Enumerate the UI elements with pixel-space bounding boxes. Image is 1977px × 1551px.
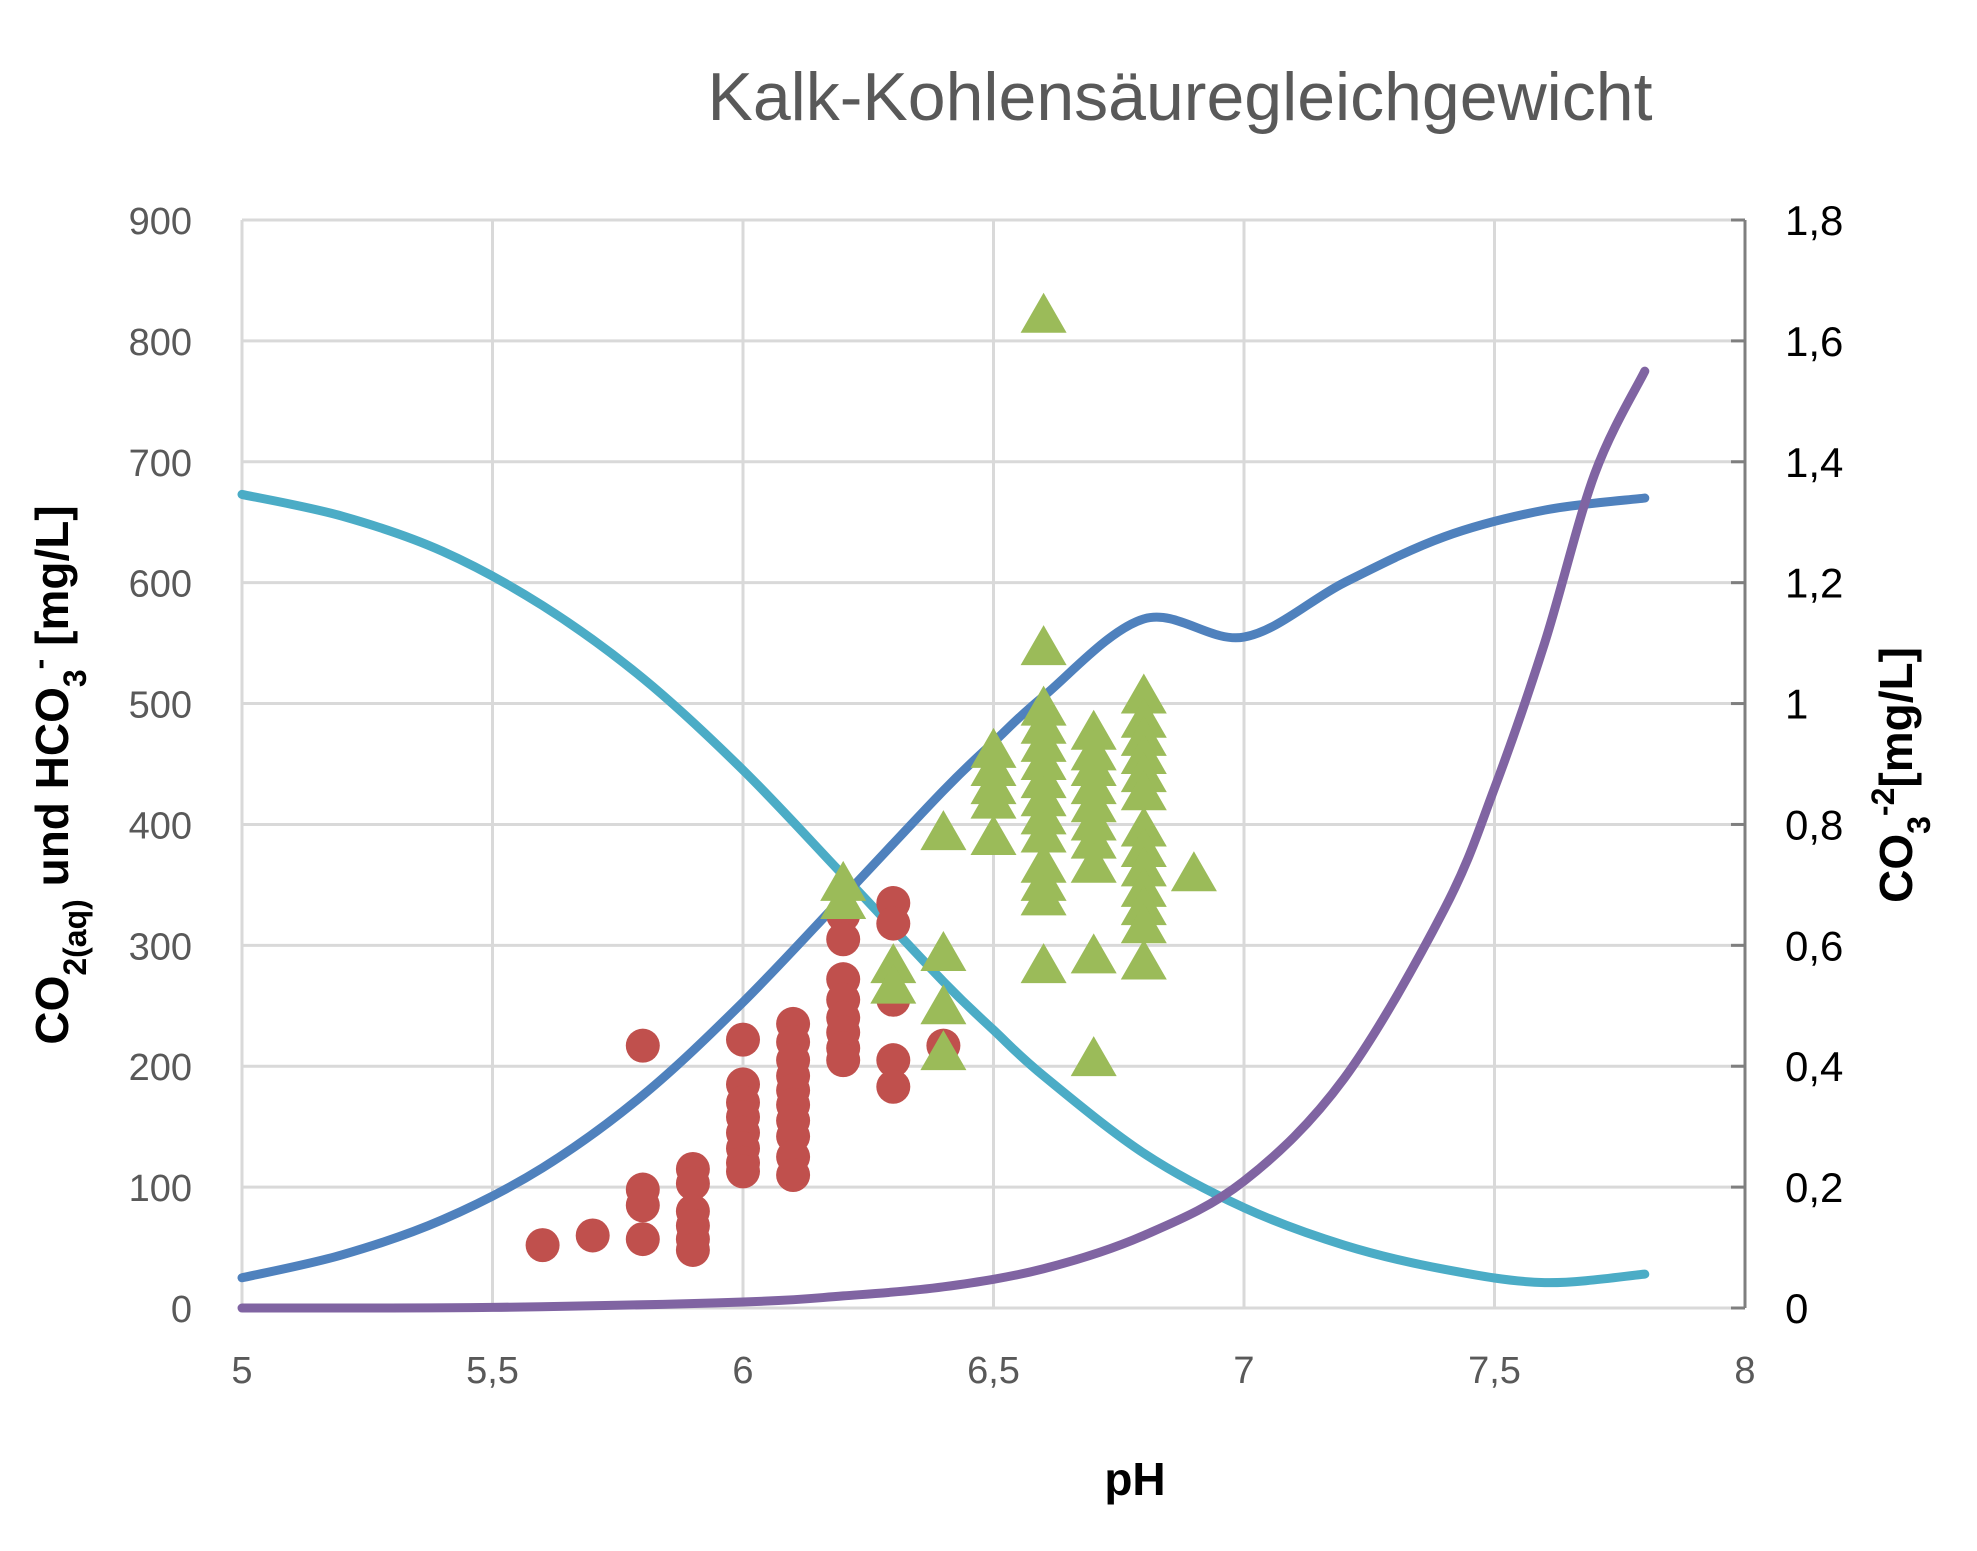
scatter-point-triangle	[1020, 625, 1067, 666]
scatter-point-circle	[575, 1218, 610, 1253]
scatter-point-triangle	[970, 814, 1017, 855]
scatter-point-triangle	[1020, 943, 1067, 984]
y-right-tick-label: 0,8	[1785, 801, 1843, 848]
scatter-point-circle	[776, 1158, 811, 1193]
scatter-point-triangle	[1020, 292, 1067, 333]
series-line-0	[237, 489, 1650, 1288]
y-right-tick-label: 1,4	[1785, 439, 1843, 486]
y-left-tick-label: 200	[129, 1047, 192, 1089]
scatter-point-circle	[826, 922, 861, 957]
x-tick-label: 5,5	[466, 1350, 519, 1392]
y-left-tick-label: 800	[129, 322, 192, 364]
y-right-tick-label: 1	[1785, 681, 1808, 728]
scatter-point-circle	[826, 1043, 861, 1078]
y-right-tick-label: 0,2	[1785, 1164, 1843, 1211]
y-right-tick-label: 0,4	[1785, 1043, 1843, 1090]
scatter-point-triangle	[1070, 709, 1117, 750]
scatter-point-triangle	[1020, 812, 1067, 853]
scatter-point-triangle	[920, 931, 967, 972]
scatter-point-triangle	[1020, 875, 1067, 916]
scatter-point-circle	[675, 1232, 710, 1267]
scatter-point-triangle	[1070, 1036, 1117, 1077]
series-line-1	[237, 493, 1650, 1283]
y-left-tick-label: 900	[129, 201, 192, 243]
scatter-point-triangle	[1070, 818, 1117, 859]
scatter-point-circle	[876, 1043, 911, 1078]
scatter-point-triangle	[1120, 939, 1167, 980]
y-right-tick-label: 1,8	[1785, 197, 1843, 244]
x-tick-label: 7	[1233, 1350, 1254, 1392]
axes: 5 5,5 6 6,5 7 7,5 8010020030040050060070080090…	[129, 197, 1844, 1392]
y-left-tick-label: 600	[129, 564, 192, 606]
scatter-point-triangle	[1120, 903, 1167, 944]
scatter-point-triangle	[870, 963, 917, 1004]
scatter-point-triangle	[920, 984, 967, 1025]
scatter-point-triangle	[920, 810, 967, 851]
scatter-point-circle	[726, 1022, 760, 1057]
y-right-tick-label: 1,6	[1785, 318, 1843, 365]
scatter-point-circle	[625, 1028, 660, 1063]
scatter-point-circle	[876, 906, 911, 941]
y-left-tick-label: 500	[129, 685, 192, 727]
y-left-tick-label: 300	[129, 926, 192, 968]
scatter-point-triangle	[1070, 933, 1117, 974]
y-right-tick-label: 0	[1785, 1285, 1808, 1332]
y-right-axis-title: CO3-2[mg/L]	[1865, 647, 1937, 903]
y-left-tick-label: 0	[171, 1289, 192, 1331]
scatter-point-triangle	[1120, 673, 1167, 714]
chart-title: Kalk-Kohlensäuregleichgewicht	[708, 59, 1653, 135]
y-left-tick-label: 400	[129, 805, 192, 847]
scatter-point-circle	[675, 1166, 710, 1201]
x-tick-label: 8	[1734, 1350, 1755, 1392]
scatter-point-triangle	[1120, 770, 1167, 811]
plot-series	[237, 292, 1650, 1313]
x-tick-label: 7,5	[1468, 1350, 1521, 1392]
scatter-point-triangle	[970, 778, 1017, 819]
y-right-tick-label: 1,2	[1785, 560, 1843, 607]
series-line-2	[237, 366, 1650, 1313]
scatter-point-triangle	[870, 943, 917, 984]
y-left-axis-title: CO2(aq) und HCO3- [mg/L]	[21, 505, 93, 1044]
x-tick-label: 6,5	[967, 1350, 1020, 1392]
scatter-point-circle	[625, 1222, 660, 1257]
scatter-point-triangle	[1070, 842, 1117, 883]
scatter-point-triangle	[1120, 806, 1167, 847]
y-left-tick-label: 700	[129, 443, 192, 485]
scatter-point-circle	[726, 1154, 760, 1189]
x-tick-label: 6	[732, 1350, 753, 1392]
y-left-tick-label: 100	[129, 1168, 192, 1210]
scatter-point-triangle	[920, 1030, 967, 1071]
gridlines	[240, 218, 1747, 1310]
scatter-point-triangle	[1170, 851, 1217, 892]
scatter-point-circle	[625, 1188, 660, 1223]
x-tick-label: 5	[231, 1350, 252, 1392]
scatter-point-triangle	[1120, 846, 1167, 887]
scatter-point-triangle	[820, 879, 867, 920]
scatter-point-circle	[876, 1069, 911, 1104]
y-right-tick-label: 0,6	[1785, 922, 1843, 969]
x-axis-title: pH	[1104, 1453, 1165, 1505]
scatter-point-circle	[525, 1228, 560, 1263]
